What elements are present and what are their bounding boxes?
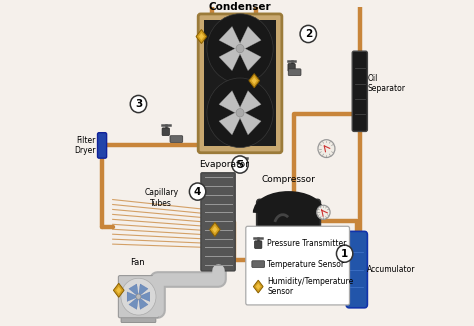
Polygon shape xyxy=(219,47,242,71)
Text: Pressure Transmitter: Pressure Transmitter xyxy=(267,239,346,248)
FancyBboxPatch shape xyxy=(118,275,158,318)
Polygon shape xyxy=(113,283,124,297)
Text: Temperature Sensor: Temperature Sensor xyxy=(267,259,345,269)
FancyBboxPatch shape xyxy=(246,226,349,305)
Circle shape xyxy=(190,183,206,200)
Text: Fan: Fan xyxy=(129,258,144,267)
Circle shape xyxy=(121,278,156,315)
Circle shape xyxy=(136,294,141,299)
FancyBboxPatch shape xyxy=(252,261,264,267)
Polygon shape xyxy=(219,111,242,135)
FancyBboxPatch shape xyxy=(198,14,282,153)
Polygon shape xyxy=(196,30,207,44)
Circle shape xyxy=(207,78,273,148)
FancyBboxPatch shape xyxy=(239,161,246,168)
FancyBboxPatch shape xyxy=(346,231,367,308)
Polygon shape xyxy=(199,33,204,40)
Circle shape xyxy=(236,44,244,53)
FancyBboxPatch shape xyxy=(352,51,367,131)
Polygon shape xyxy=(252,77,257,84)
Polygon shape xyxy=(254,280,263,293)
Text: Accumulator: Accumulator xyxy=(367,265,416,274)
FancyBboxPatch shape xyxy=(201,173,235,271)
Circle shape xyxy=(317,205,330,219)
Polygon shape xyxy=(238,26,261,51)
FancyBboxPatch shape xyxy=(170,136,182,142)
Circle shape xyxy=(337,245,353,262)
Polygon shape xyxy=(129,284,138,297)
Circle shape xyxy=(300,25,317,43)
FancyBboxPatch shape xyxy=(162,128,169,136)
Polygon shape xyxy=(116,287,121,294)
Polygon shape xyxy=(138,292,150,302)
Polygon shape xyxy=(256,283,261,290)
Text: Oil
Separator: Oil Separator xyxy=(368,74,406,93)
Polygon shape xyxy=(238,47,261,71)
Text: Compressor: Compressor xyxy=(262,175,316,184)
Polygon shape xyxy=(212,226,218,233)
FancyBboxPatch shape xyxy=(288,64,295,71)
Polygon shape xyxy=(210,222,220,236)
Text: 1: 1 xyxy=(341,249,348,259)
Polygon shape xyxy=(238,111,261,135)
Text: Filter
Dryer: Filter Dryer xyxy=(74,136,96,155)
FancyBboxPatch shape xyxy=(257,200,320,254)
FancyBboxPatch shape xyxy=(204,20,276,146)
Circle shape xyxy=(130,96,146,112)
Polygon shape xyxy=(238,91,261,114)
Polygon shape xyxy=(127,292,138,302)
Polygon shape xyxy=(138,284,148,297)
Text: Capillary
Tubes: Capillary Tubes xyxy=(144,188,178,208)
Text: 2: 2 xyxy=(305,29,312,39)
Polygon shape xyxy=(138,297,148,309)
Circle shape xyxy=(232,156,248,173)
Circle shape xyxy=(318,140,335,157)
FancyBboxPatch shape xyxy=(98,133,107,158)
Text: 3: 3 xyxy=(135,99,142,109)
Polygon shape xyxy=(219,26,242,51)
Circle shape xyxy=(207,14,273,83)
Polygon shape xyxy=(249,74,260,88)
Text: Humidity/Temperature
Sensor: Humidity/Temperature Sensor xyxy=(267,277,354,296)
Text: 5: 5 xyxy=(237,159,244,170)
Circle shape xyxy=(236,109,244,117)
Polygon shape xyxy=(129,297,138,309)
Polygon shape xyxy=(219,91,242,114)
Text: Evaporator: Evaporator xyxy=(199,160,249,169)
FancyBboxPatch shape xyxy=(288,69,301,76)
Text: 4: 4 xyxy=(194,186,201,197)
Text: Condenser: Condenser xyxy=(209,2,271,12)
FancyBboxPatch shape xyxy=(121,314,156,322)
FancyBboxPatch shape xyxy=(255,241,262,248)
